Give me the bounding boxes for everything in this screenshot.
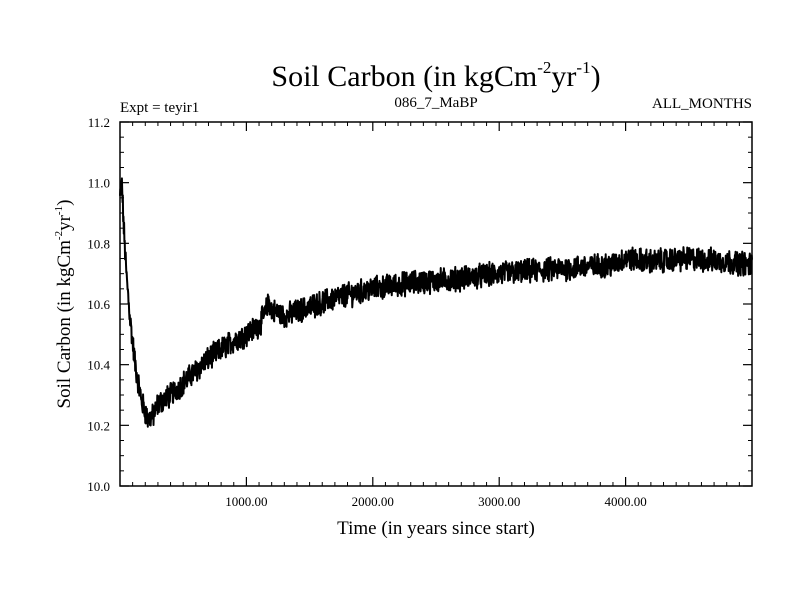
y-tick-label: 11.0 [88, 176, 110, 191]
chart-title: Soil Carbon (in kgCm-2yr-1) [271, 58, 600, 93]
series-line-soil-carbon [119, 177, 753, 428]
x-tick-label: 1000.00 [225, 494, 267, 509]
y-tick-label: 10.2 [87, 418, 110, 433]
x-axis-label: Time (in years since start) [337, 518, 535, 539]
x-tick-label: 4000.00 [604, 494, 646, 509]
x-tick-label: 3000.00 [478, 494, 520, 509]
y-tick-label: 10.4 [87, 358, 110, 373]
y-axis-label: Soil Carbon (in kgCm-2yr-1) [53, 200, 75, 409]
y-tick-label: 10.6 [87, 297, 110, 312]
y-tick-label: 10.0 [87, 479, 110, 494]
x-tick-label: 2000.00 [352, 494, 394, 509]
x-tick-labels: 1000.00 2000.00 3000.00 4000.00 [225, 494, 646, 509]
y-tick-label: 10.8 [87, 236, 110, 251]
y-tick-label: 11.2 [88, 115, 110, 130]
axis-ticks [120, 121, 752, 487]
subtitle-right: ALL_MONTHS [652, 96, 752, 112]
y-tick-labels: 10.0 10.2 10.4 10.6 10.8 11.0 11.2 [87, 115, 110, 494]
subtitle-left: Expt = teyir1 [120, 100, 199, 116]
subtitle-center: 086_7_MaBP [394, 95, 477, 111]
plot-frame [119, 121, 753, 487]
